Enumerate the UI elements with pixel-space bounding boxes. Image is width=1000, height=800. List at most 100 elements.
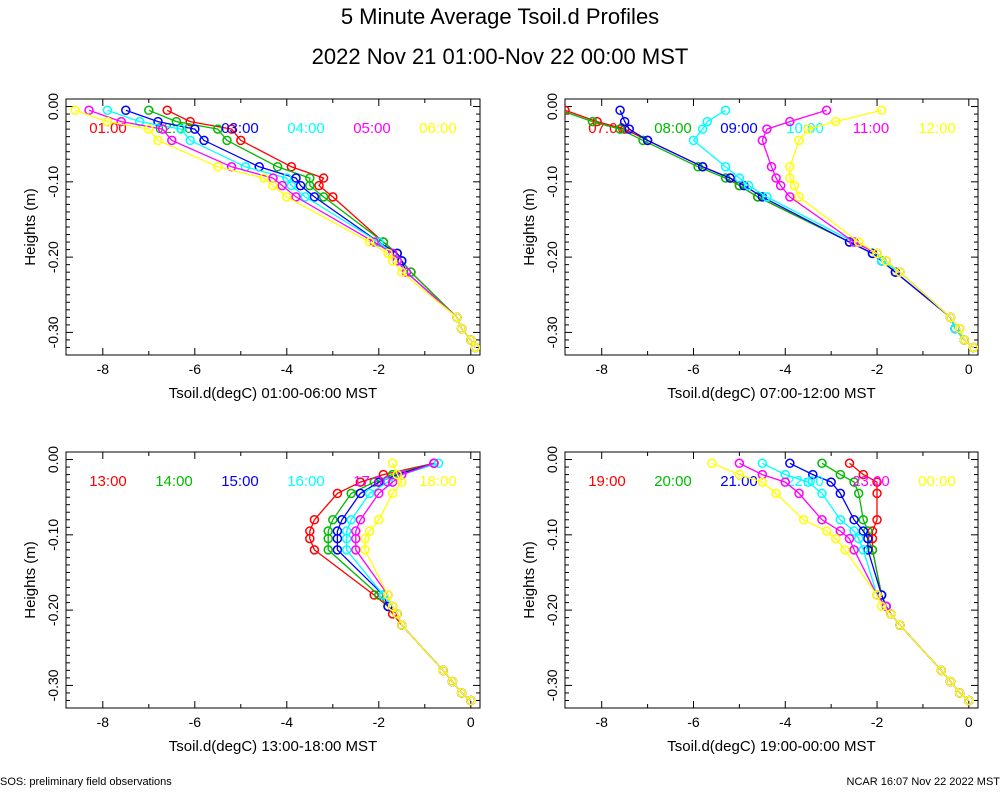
data-point <box>697 162 708 172</box>
data-point <box>387 458 398 469</box>
data-point <box>840 545 850 555</box>
data-point <box>876 105 887 116</box>
data-point <box>162 105 172 116</box>
x-axis-label: Tsoil.d(degC) 07:00-12:00 MST <box>667 385 875 402</box>
data-point <box>771 488 781 499</box>
legend-label: 11:00 <box>853 120 889 137</box>
data-point <box>222 135 232 146</box>
data-point <box>346 515 356 525</box>
data-point <box>734 469 745 480</box>
data-point <box>332 488 343 499</box>
series-line <box>364 463 472 702</box>
x-tick-label: 0 <box>965 714 973 730</box>
data-point <box>470 342 480 353</box>
data-point <box>858 545 869 555</box>
legend-label: 09:00 <box>720 120 758 137</box>
plot-frame <box>564 98 979 356</box>
data-point <box>830 116 841 127</box>
legend-label: 06:00 <box>419 120 457 137</box>
data-point <box>794 488 804 499</box>
data-point <box>853 533 864 544</box>
data-point <box>849 545 859 555</box>
plot-frame <box>65 451 481 709</box>
data-point <box>355 477 366 487</box>
data-point <box>757 458 768 469</box>
data-point <box>144 124 154 134</box>
x-tick-label: -8 <box>97 361 110 377</box>
data-point <box>272 162 283 172</box>
data-point <box>397 477 407 487</box>
data-point <box>762 124 772 134</box>
x-tick-label: -2 <box>373 361 386 377</box>
legend-label: 12:00 <box>918 120 956 137</box>
data-point <box>314 180 324 191</box>
data-point <box>364 488 375 499</box>
data-point <box>374 477 384 487</box>
data-point <box>433 458 444 469</box>
data-point <box>323 533 333 544</box>
data-point <box>392 469 402 480</box>
x-tick-label: -6 <box>687 361 700 377</box>
data-point <box>872 477 882 487</box>
data-point <box>785 458 795 469</box>
y-tick-label: -0.10 <box>45 166 61 198</box>
data-point <box>456 688 467 698</box>
data-point <box>844 533 855 544</box>
y-tick-label: -0.20 <box>544 241 560 273</box>
series-line <box>739 462 970 702</box>
data-point <box>286 162 297 172</box>
data-point <box>328 192 338 202</box>
data-point <box>789 180 800 191</box>
data-point <box>615 105 625 116</box>
data-point <box>587 116 598 127</box>
data-point <box>383 248 393 259</box>
series-line <box>345 462 472 702</box>
data-point <box>226 124 237 134</box>
x-axis-label: Tsoil.d(degC) 19:00-00:00 MST <box>667 738 875 755</box>
x-tick-label: 0 <box>467 361 475 377</box>
data-point <box>826 477 836 487</box>
x-tick-label: 0 <box>467 714 475 730</box>
x-tick-label: -4 <box>281 361 294 377</box>
data-point <box>305 180 315 191</box>
data-point <box>153 135 163 146</box>
data-point <box>803 124 813 134</box>
data-point <box>309 515 320 525</box>
data-point <box>452 312 462 323</box>
data-point <box>374 515 384 525</box>
data-point <box>305 533 315 544</box>
data-point <box>309 545 320 555</box>
y-tick-label: -0.10 <box>544 166 560 198</box>
data-point <box>642 135 653 146</box>
data-point <box>959 335 969 345</box>
data-point <box>351 533 361 544</box>
legend-label: 07:00 <box>588 120 626 137</box>
legend-label: 10:00 <box>786 120 824 137</box>
legend-label: 04:00 <box>287 120 325 137</box>
data-point <box>936 665 947 676</box>
data-point <box>286 180 297 191</box>
data-point <box>70 105 80 116</box>
legend-label: 16:00 <box>287 473 325 490</box>
legend-label: 17:00 <box>353 473 391 490</box>
data-point <box>771 173 781 183</box>
data-point <box>881 256 891 266</box>
data-point <box>102 105 113 116</box>
series-line <box>711 462 970 702</box>
data-point <box>863 533 873 544</box>
y-tick-label: 0.00 <box>544 93 560 120</box>
data-point <box>323 545 333 555</box>
data-point <box>794 135 804 146</box>
data-point <box>785 116 795 127</box>
data-point <box>886 609 896 619</box>
data-point <box>387 601 398 612</box>
series-line <box>565 111 974 349</box>
y-tick-label: -0.30 <box>45 316 61 348</box>
x-axis-label: Tsoil.d(degC) 13:00-18:00 MST <box>169 738 377 755</box>
data-point <box>858 469 869 480</box>
data-point <box>259 173 269 183</box>
data-point <box>355 515 366 525</box>
data-point <box>872 248 882 259</box>
series-line <box>761 109 974 349</box>
